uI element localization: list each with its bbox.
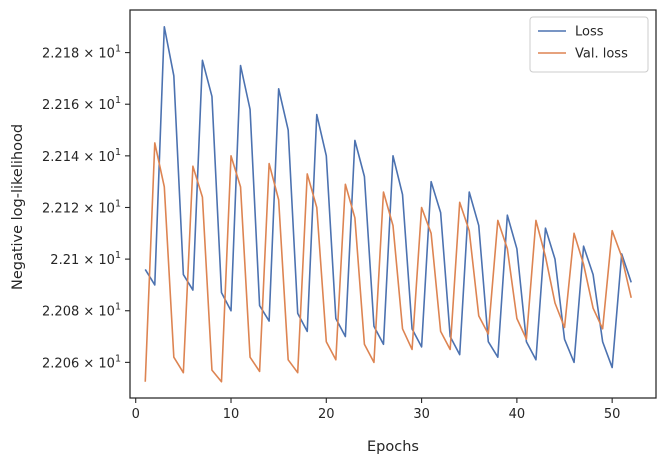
series-layer [144,25,632,383]
legend: Loss Val. loss [529,16,649,73]
y-tick-mantissa: 2.206 [42,356,83,371]
x-tick-label: 10 [223,407,240,422]
x-axis-label: Epochs [367,439,419,455]
legend-label-val-loss: Val. loss [575,47,628,62]
series-line-val-loss [144,142,632,383]
y-tick-mantissa: 2.218 [42,47,83,62]
x-tick-label: 20 [318,407,335,422]
y-tick-label: 2.208 × 101 [42,302,121,320]
y-tick-mantissa: 2.21 [50,253,83,268]
y-tick-label: 2.216 × 101 [42,95,121,113]
y-tick-base: × 10 [83,356,115,371]
y-tick-exponent: 1 [115,147,121,158]
y-tick-exponent: 1 [115,95,121,106]
legend-label-loss: Loss [575,25,604,40]
y-tick-mantissa: 2.216 [42,98,83,113]
y-tick-base: × 10 [83,253,115,268]
y-tick-exponent: 1 [115,198,121,209]
x-tick-label: 40 [509,407,526,422]
y-tick-mantissa: 2.214 [42,150,83,165]
y-tick-label: 2.212 × 101 [42,198,121,216]
y-tick-label: 2.206 × 101 [42,353,121,371]
y-tick-base: × 10 [83,305,115,320]
x-tick-label: 0 [132,407,140,422]
y-tick-base: × 10 [83,47,115,62]
y-tick-base: × 10 [83,150,115,165]
y-tick-mantissa: 2.208 [42,305,83,320]
x-axis: 0 10 20 30 40 50 [132,398,621,422]
x-tick-label: 50 [604,407,621,422]
y-tick-base: × 10 [83,201,115,216]
y-tick-exponent: 1 [115,353,121,364]
y-tick-exponent: 1 [115,302,121,313]
y-tick-label: 2.218 × 101 [42,44,121,62]
x-tick-label: 30 [413,407,430,422]
y-tick-exponent: 1 [115,250,121,261]
y-tick-exponent: 1 [115,44,121,55]
y-tick-label: 2.214 × 101 [42,147,121,165]
y-axis-label: Negative log-likelihood [10,124,26,290]
y-tick-label: 2.21 × 101 [50,250,121,268]
y-tick-base: × 10 [83,98,115,113]
y-tick-mantissa: 2.212 [42,201,83,216]
series-line-loss [144,25,632,369]
